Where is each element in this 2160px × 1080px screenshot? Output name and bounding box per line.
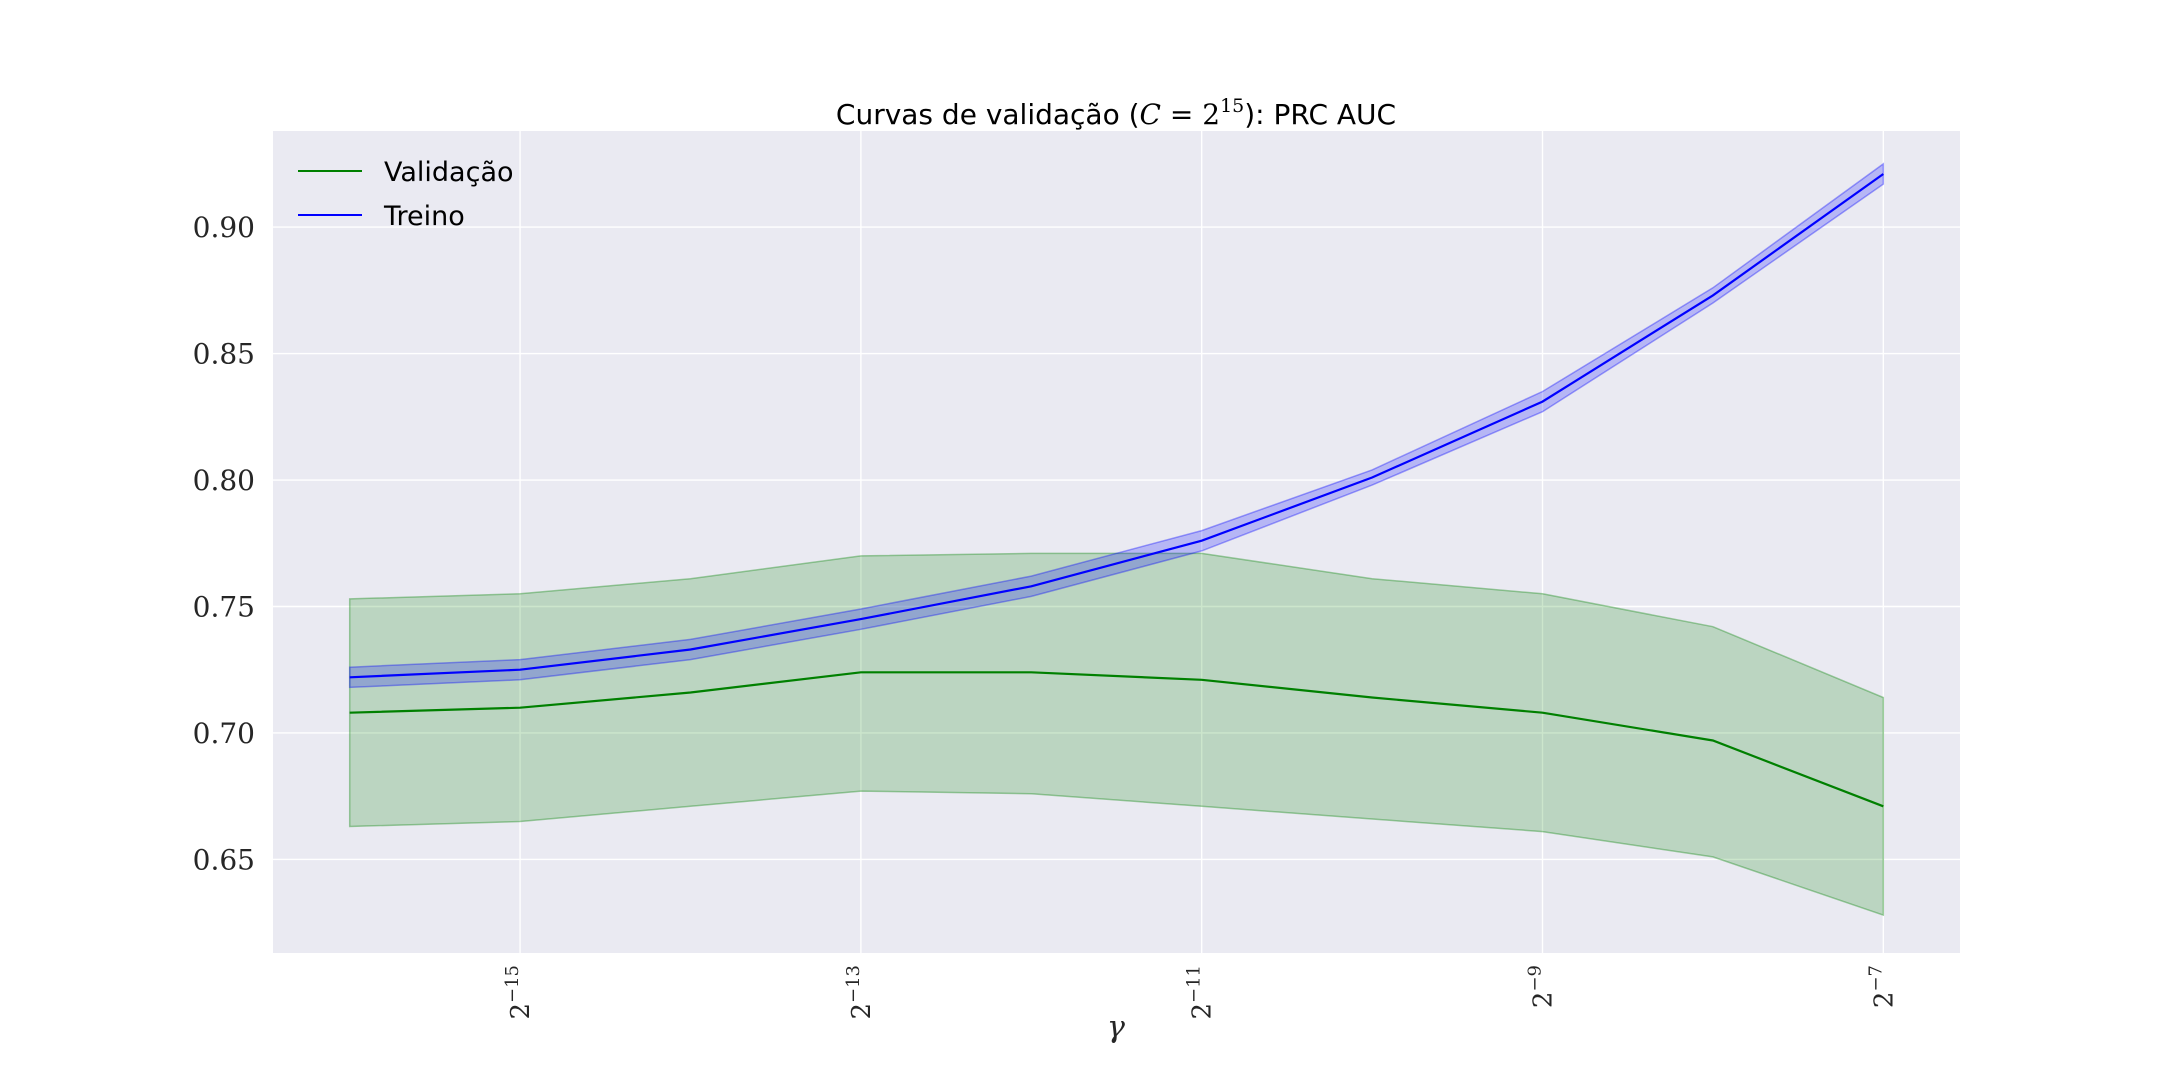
x-axis-label: γ bbox=[1107, 1010, 1125, 1045]
x-axis: 2−15 2−13 2−11 2−9 2−7 bbox=[502, 965, 1899, 1020]
chart-title-math-exp: 15 bbox=[1220, 95, 1244, 117]
y-tick-label: 0.85 bbox=[193, 338, 255, 371]
x-tick-label: 2−9 bbox=[1525, 965, 1559, 1008]
legend: Validação Treino bbox=[298, 157, 514, 232]
chart-title-suffix: ): PRC AUC bbox=[1244, 98, 1396, 131]
x-tick-label: 2−13 bbox=[843, 965, 877, 1020]
y-tick-label: 0.80 bbox=[193, 464, 255, 497]
y-tick-label: 0.75 bbox=[193, 590, 255, 623]
chart-title-prefix: Curvas de validação ( bbox=[836, 98, 1140, 131]
legend-label-validacao: Validação bbox=[384, 157, 514, 188]
chart-title-math-c: C bbox=[1140, 98, 1161, 131]
chart-title-math-eq: = 2 bbox=[1161, 98, 1220, 131]
band-validacao bbox=[348, 552, 1885, 917]
series-lines bbox=[349, 173, 1884, 808]
confidence-bands bbox=[348, 162, 1885, 917]
x-tick-label: 2−11 bbox=[1184, 965, 1218, 1020]
band-treino bbox=[348, 162, 1885, 689]
y-tick-label: 0.65 bbox=[193, 843, 255, 876]
y-axis: 0.65 0.70 0.75 0.80 0.85 0.90 bbox=[193, 211, 255, 876]
x-tick-label: 2−7 bbox=[1865, 965, 1899, 1008]
x-tick-label: 2−15 bbox=[502, 965, 536, 1020]
y-tick-label: 0.70 bbox=[193, 717, 255, 750]
y-tick-label: 0.90 bbox=[193, 211, 255, 244]
series-line-treino bbox=[349, 173, 1884, 679]
series-line-validacao bbox=[349, 671, 1884, 808]
legend-label-treino: Treino bbox=[383, 201, 465, 232]
plot-background bbox=[273, 131, 1960, 953]
grid bbox=[273, 131, 1960, 953]
chart-title: Curvas de validação (C = 215): PRC AUC bbox=[836, 95, 1396, 131]
